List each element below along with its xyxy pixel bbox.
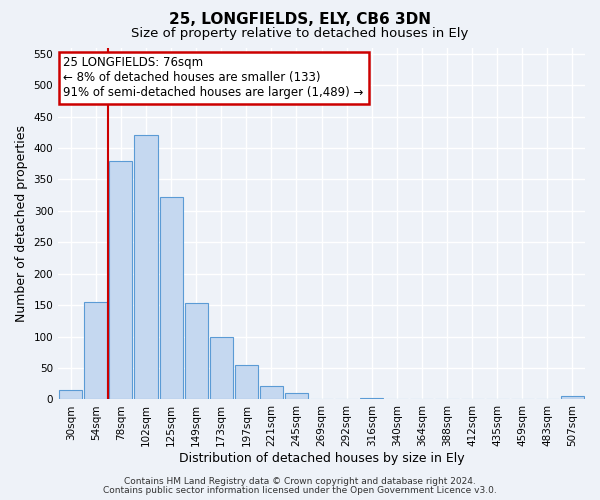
Text: Contains public sector information licensed under the Open Government Licence v3: Contains public sector information licen… [103, 486, 497, 495]
Bar [160, 197, 182, 400]
Bar [109, 160, 133, 400]
Bar [185, 304, 208, 400]
Bar [59, 390, 82, 400]
Bar [84, 302, 107, 400]
Y-axis label: Number of detached properties: Number of detached properties [15, 125, 28, 322]
X-axis label: Distribution of detached houses by size in Ely: Distribution of detached houses by size … [179, 452, 464, 465]
Text: Contains HM Land Registry data © Crown copyright and database right 2024.: Contains HM Land Registry data © Crown c… [124, 477, 476, 486]
Text: 25 LONGFIELDS: 76sqm
← 8% of detached houses are smaller (133)
91% of semi-detac: 25 LONGFIELDS: 76sqm ← 8% of detached ho… [64, 56, 364, 100]
Bar [561, 396, 584, 400]
Bar [134, 136, 158, 400]
Bar [360, 398, 383, 400]
Bar [209, 336, 233, 400]
Bar [260, 386, 283, 400]
Bar [235, 365, 258, 400]
Text: Size of property relative to detached houses in Ely: Size of property relative to detached ho… [131, 28, 469, 40]
Text: 25, LONGFIELDS, ELY, CB6 3DN: 25, LONGFIELDS, ELY, CB6 3DN [169, 12, 431, 28]
Bar [285, 393, 308, 400]
